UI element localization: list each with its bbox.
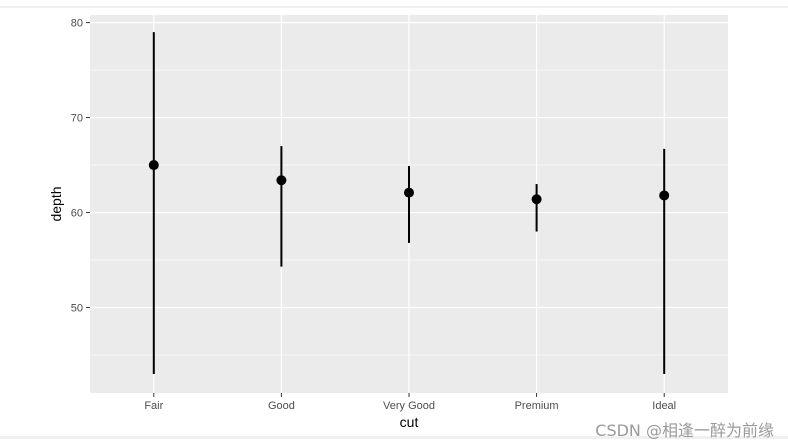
x-axis-title: cut bbox=[400, 414, 419, 430]
data-point bbox=[404, 187, 414, 198]
y-tick-label: 70 bbox=[71, 113, 83, 125]
x-tick-label: Good bbox=[268, 400, 295, 412]
data-point bbox=[659, 190, 670, 201]
top-border bbox=[0, 6, 788, 8]
data-point bbox=[531, 194, 542, 205]
x-axis: Fair Good Very Good Premium Ideal bbox=[144, 393, 676, 412]
y-tick-label: 60 bbox=[71, 208, 83, 220]
x-tick-label: Fair bbox=[144, 400, 163, 412]
y-axis: 50 60 70 80 bbox=[71, 18, 90, 315]
y-tick-label: 50 bbox=[71, 303, 83, 315]
data-point bbox=[276, 175, 287, 186]
point-ranges bbox=[148, 32, 670, 375]
x-tick-label: Ideal bbox=[652, 400, 676, 412]
x-tick-label: Premium bbox=[515, 400, 559, 412]
y-axis-title: depth bbox=[48, 186, 64, 221]
x-tick-label: Very Good bbox=[383, 400, 435, 412]
y-tick-label: 80 bbox=[71, 18, 83, 30]
watermark: CSDN @相逢一醉为前缘 bbox=[595, 421, 774, 440]
bottom-border bbox=[0, 436, 788, 439]
data-point bbox=[148, 160, 159, 171]
